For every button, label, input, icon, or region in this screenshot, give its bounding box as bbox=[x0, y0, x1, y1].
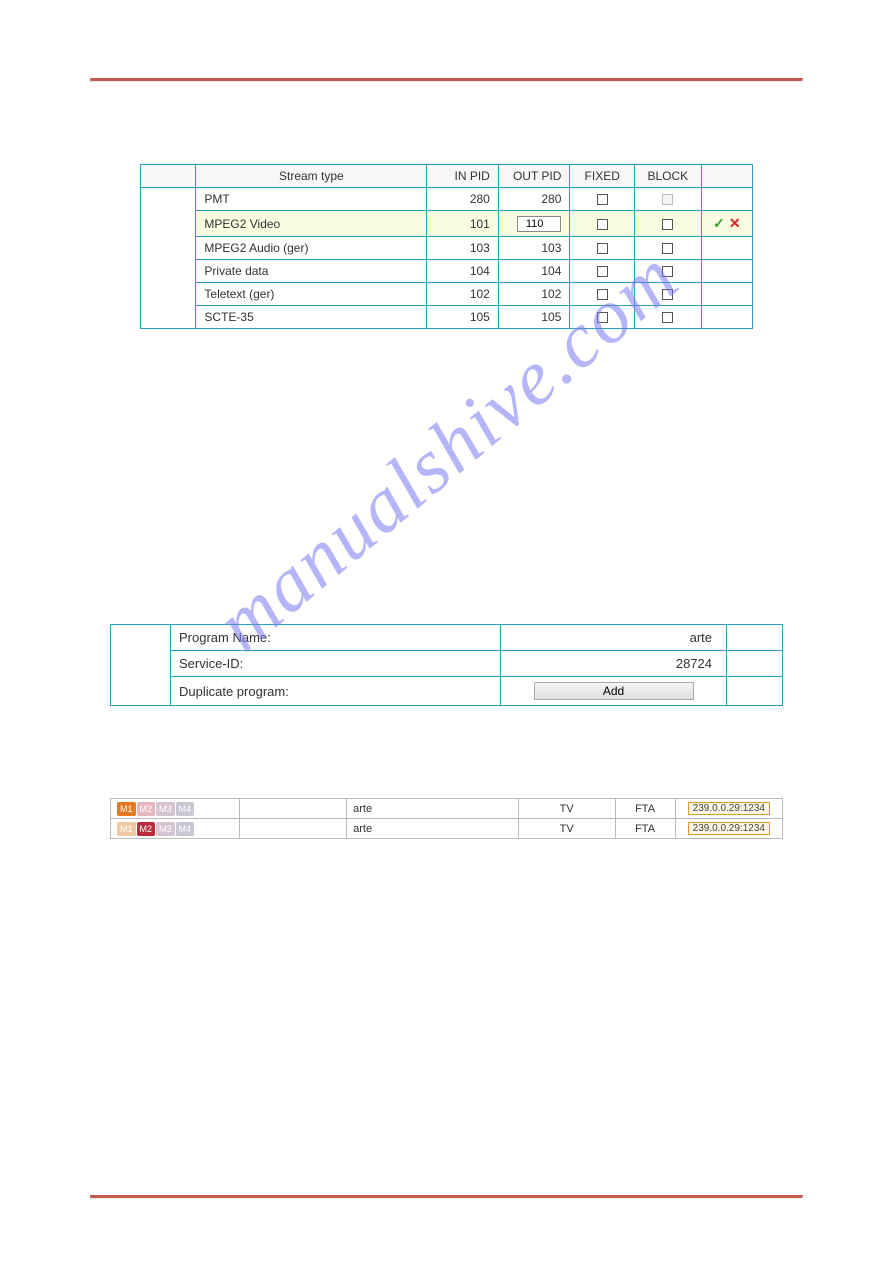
block-checkbox[interactable] bbox=[635, 306, 702, 329]
program-name: arte bbox=[347, 819, 519, 839]
block-checkbox[interactable] bbox=[635, 283, 702, 306]
out-pid[interactable]: 104 bbox=[498, 260, 570, 283]
stream-type: Teletext (ger) bbox=[196, 283, 427, 306]
program-spacer bbox=[111, 625, 171, 706]
mux-tag[interactable]: M4 bbox=[176, 822, 195, 836]
table-row: SCTE-35105105 bbox=[141, 306, 753, 329]
program-dup-row: Duplicate program: Add bbox=[111, 677, 783, 706]
program-name-row: Program Name: arte bbox=[111, 625, 783, 651]
address-table: M1M2M3M4arteTVFTA239.0.0.29:1234M1M2M3M4… bbox=[110, 798, 783, 839]
program-kind: TV bbox=[518, 799, 615, 819]
stream-type: Private data bbox=[196, 260, 427, 283]
header-block: BLOCK bbox=[635, 165, 702, 188]
mux-tag[interactable]: M2 bbox=[137, 802, 156, 816]
cancel-icon[interactable]: ✕ bbox=[729, 215, 741, 231]
stream-pid-table: Stream type IN PID OUT PID FIXED BLOCK P… bbox=[140, 164, 753, 329]
gap-cell bbox=[239, 819, 346, 839]
fixed-checkbox[interactable] bbox=[570, 237, 635, 260]
out-pid[interactable]: 280 bbox=[498, 188, 570, 211]
list-item: M1M2M3M4 arteTVFTA 239.0.0.29:1234 bbox=[111, 819, 783, 839]
in-pid: 103 bbox=[427, 237, 499, 260]
in-pid: 102 bbox=[427, 283, 499, 306]
program-kind: TV bbox=[518, 819, 615, 839]
bottom-rule bbox=[90, 1195, 803, 1199]
program-name-pad bbox=[727, 625, 783, 651]
header-spacer bbox=[141, 165, 196, 188]
program-name-label: Program Name: bbox=[171, 625, 501, 651]
block-checkbox bbox=[635, 188, 702, 211]
fixed-checkbox[interactable] bbox=[570, 188, 635, 211]
out-pid[interactable]: 102 bbox=[498, 283, 570, 306]
row-actions bbox=[701, 188, 752, 211]
top-rule bbox=[90, 78, 803, 82]
ip-cell: 239.0.0.29:1234 bbox=[675, 819, 782, 839]
confirm-icon[interactable]: ✓ bbox=[713, 215, 725, 231]
program-name-value: arte bbox=[501, 625, 727, 651]
stream-type: MPEG2 Audio (ger) bbox=[196, 237, 427, 260]
row-actions bbox=[701, 237, 752, 260]
out-pid[interactable]: 105 bbox=[498, 306, 570, 329]
mux-tags: M1M2M3M4 bbox=[111, 799, 240, 819]
list-item: M1M2M3M4 arteTVFTA 239.0.0.29:1234 bbox=[111, 799, 783, 819]
fixed-checkbox[interactable] bbox=[570, 260, 635, 283]
program-sid-row: Service-ID: 28724 bbox=[111, 651, 783, 677]
block-checkbox[interactable] bbox=[635, 237, 702, 260]
program-access: FTA bbox=[615, 819, 675, 839]
table-row: MPEG2 Video101 ✓✕ bbox=[141, 211, 753, 237]
header-streamtype: Stream type bbox=[196, 165, 427, 188]
in-pid: 280 bbox=[427, 188, 499, 211]
program-access: FTA bbox=[615, 799, 675, 819]
stream-type: MPEG2 Video bbox=[196, 211, 427, 237]
mux-tag[interactable]: M1 bbox=[117, 822, 136, 836]
stream-type: PMT bbox=[196, 188, 427, 211]
program-sid-value: 28724 bbox=[501, 651, 727, 677]
stream-header-row: Stream type IN PID OUT PID FIXED BLOCK bbox=[141, 165, 753, 188]
row-actions bbox=[701, 283, 752, 306]
block-checkbox[interactable] bbox=[635, 260, 702, 283]
in-pid: 105 bbox=[427, 306, 499, 329]
program-add-cell: Add bbox=[501, 677, 727, 706]
stream-type: SCTE-35 bbox=[196, 306, 427, 329]
header-actions bbox=[701, 165, 752, 188]
out-pid-input[interactable] bbox=[517, 216, 561, 232]
block-checkbox[interactable] bbox=[635, 211, 702, 237]
mux-tag[interactable]: M3 bbox=[156, 822, 175, 836]
ip-badge[interactable]: 239.0.0.29:1234 bbox=[688, 802, 770, 815]
program-name: arte bbox=[347, 799, 519, 819]
mux-tag[interactable]: M1 bbox=[117, 802, 136, 816]
out-pid[interactable]: 103 bbox=[498, 237, 570, 260]
program-dup-label: Duplicate program: bbox=[171, 677, 501, 706]
table-row: Teletext (ger)102102 bbox=[141, 283, 753, 306]
mux-tag[interactable]: M4 bbox=[176, 802, 195, 816]
fixed-checkbox[interactable] bbox=[570, 283, 635, 306]
program-sid-label: Service-ID: bbox=[171, 651, 501, 677]
fixed-checkbox[interactable] bbox=[570, 306, 635, 329]
out-pid bbox=[498, 211, 570, 237]
in-pid: 101 bbox=[427, 211, 499, 237]
row-actions bbox=[701, 260, 752, 283]
ip-badge[interactable]: 239.0.0.29:1234 bbox=[688, 822, 770, 835]
header-outpid: OUT PID bbox=[498, 165, 570, 188]
row-actions bbox=[701, 306, 752, 329]
mux-tag[interactable]: M3 bbox=[156, 802, 175, 816]
gap-cell bbox=[239, 799, 346, 819]
header-inpid: IN PID bbox=[427, 165, 499, 188]
program-table: Program Name: arte Service-ID: 28724 Dup… bbox=[110, 624, 783, 706]
fixed-checkbox[interactable] bbox=[570, 211, 635, 237]
table-row: Private data104104 bbox=[141, 260, 753, 283]
program-sid-pad bbox=[727, 651, 783, 677]
header-fixed: FIXED bbox=[570, 165, 635, 188]
program-dup-pad bbox=[727, 677, 783, 706]
table-row: MPEG2 Audio (ger)103103 bbox=[141, 237, 753, 260]
table-row: PMT280280 bbox=[141, 188, 753, 211]
in-pid: 104 bbox=[427, 260, 499, 283]
mux-tags: M1M2M3M4 bbox=[111, 819, 240, 839]
ip-cell: 239.0.0.29:1234 bbox=[675, 799, 782, 819]
add-button[interactable]: Add bbox=[534, 682, 694, 700]
mux-tag[interactable]: M2 bbox=[137, 822, 156, 836]
row-actions: ✓✕ bbox=[701, 211, 752, 237]
